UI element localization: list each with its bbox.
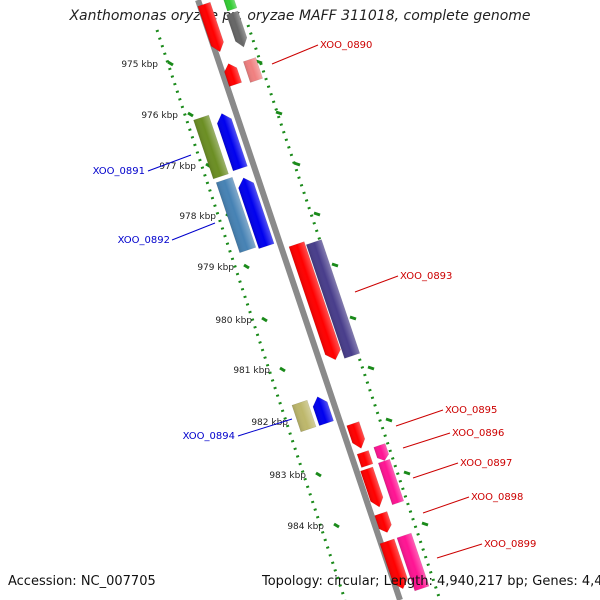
- scale-tick-mark: [275, 110, 283, 116]
- gene-feature-top[interactable]: [226, 10, 250, 49]
- gene-label-link[interactable]: XOO_0892: [118, 235, 170, 246]
- gene-feature-xoo-0899[interactable]: [396, 532, 430, 592]
- gene-feature-xoo-0893[interactable]: [305, 239, 361, 359]
- gene-feature-xoo-0897[interactable]: [377, 458, 405, 506]
- gene-feature-xoo-0892[interactable]: [215, 176, 257, 254]
- genome-backbone: [195, 0, 403, 600]
- scale-tick-mark: [331, 262, 339, 268]
- gene-label-link[interactable]: XOO_0893: [400, 271, 452, 282]
- accession-text: Accession: NC_007705: [8, 574, 156, 589]
- gene-label-link[interactable]: XOO_0897: [460, 458, 512, 469]
- scale-tick-label: 982 kbp: [251, 418, 288, 428]
- gene-label-link[interactable]: XOO_0890: [320, 40, 372, 51]
- gene-label-leader-line: [354, 275, 399, 293]
- gene-feature-xoo-0890[interactable]: [243, 57, 263, 83]
- scale-tick-mark: [385, 417, 393, 423]
- scale-tick-label: 981 kbp: [233, 366, 270, 376]
- gene-label-link[interactable]: XOO_0899: [484, 539, 536, 550]
- scale-tick-mark: [187, 111, 194, 118]
- gene-feature-xoo-0898[interactable]: [374, 511, 394, 534]
- genome-summary-text: Topology: circular; Length: 4,940,217 bp…: [262, 574, 600, 589]
- gene-feature-xoo-0891[interactable]: [215, 111, 248, 172]
- gene-label-leader-line: [237, 418, 293, 437]
- scale-tick-mark: [313, 211, 321, 217]
- scale-tick-mark: [293, 161, 301, 167]
- scale-tick-mark: [367, 365, 375, 371]
- gene-feature-xoo-0896[interactable]: [356, 450, 374, 468]
- gene-label-link[interactable]: XOO_0895: [445, 405, 497, 416]
- scale-tick-label: 978 kbp: [179, 212, 216, 222]
- scale-ticks: 975 kbp 976 kbp 977 kbp 978 kbp 979 kbp 980 k…: [121, 59, 429, 532]
- scale-tick-label: 983 kbp: [269, 471, 306, 481]
- gene-label-leader-line: [171, 222, 216, 241]
- gene-feature-xoo-0894[interactable]: [291, 399, 317, 433]
- scale-tick-mark: [333, 522, 340, 529]
- gene-label-leader-line: [395, 409, 444, 427]
- gene-label-leader-line: [271, 44, 319, 65]
- scale-tick-mark: [243, 263, 250, 270]
- gene-feature-top[interactable]: [220, 0, 238, 12]
- gene-feature-xoo-0894[interactable]: [310, 394, 334, 426]
- gene-feature-xoo-0893[interactable]: [288, 241, 343, 363]
- gene-label-link[interactable]: XOO_0896: [452, 428, 504, 439]
- gene-label-leader-line: [436, 543, 483, 559]
- gene-feature-xoo-0890[interactable]: [222, 62, 242, 87]
- scale-tick-mark: [261, 316, 268, 323]
- gene-labels: XOO_0890 XOO_0891 XOO_0892 XOO_0893 XOO_0894…: [93, 40, 536, 559]
- scale-tick-label: 975 kbp: [121, 60, 158, 70]
- gene-label-link[interactable]: XOO_0898: [471, 492, 523, 503]
- gene-feature-xoo-0891[interactable]: [193, 114, 229, 180]
- gene-features: [193, 0, 430, 592]
- scale-tick-mark: [315, 471, 322, 478]
- gene-label-leader-line: [412, 462, 459, 479]
- inner-dotted-track: [246, 24, 442, 600]
- scale-tick-label: 976 kbp: [141, 111, 178, 121]
- gene-feature-xoo-0899[interactable]: [379, 538, 410, 591]
- gene-feature-xoo-0895[interactable]: [346, 421, 368, 451]
- gene-feature-xoo-0892[interactable]: [236, 175, 275, 249]
- map-title: Xanthomonas oryzae pv. oryzae MAFF 31101…: [69, 8, 531, 24]
- gene-label-leader-line: [422, 496, 470, 514]
- gene-feature-xoo-0897[interactable]: [360, 466, 385, 509]
- gene-feature-xoo-0896[interactable]: [373, 443, 390, 463]
- gene-feature-top[interactable]: [197, 1, 226, 54]
- scale-tick-mark: [403, 470, 411, 476]
- gene-label-link[interactable]: XOO_0891: [93, 166, 145, 177]
- scale-tick-label: 977 kbp: [159, 162, 196, 172]
- scale-tick-label: 980 kbp: [215, 316, 252, 326]
- scale-tick-mark: [167, 60, 174, 67]
- scale-tick-label: 979 kbp: [197, 263, 234, 273]
- scale-tick-mark: [255, 59, 263, 65]
- gene-label-link[interactable]: XOO_0894: [183, 431, 235, 442]
- scale-tick-mark: [349, 315, 357, 321]
- scale-tick-mark: [421, 521, 429, 527]
- scale-tick-mark: [279, 366, 286, 373]
- scale-tick-label: 984 kbp: [287, 522, 324, 532]
- gene-label-leader-line: [147, 154, 192, 172]
- gene-label-leader-line: [402, 432, 451, 449]
